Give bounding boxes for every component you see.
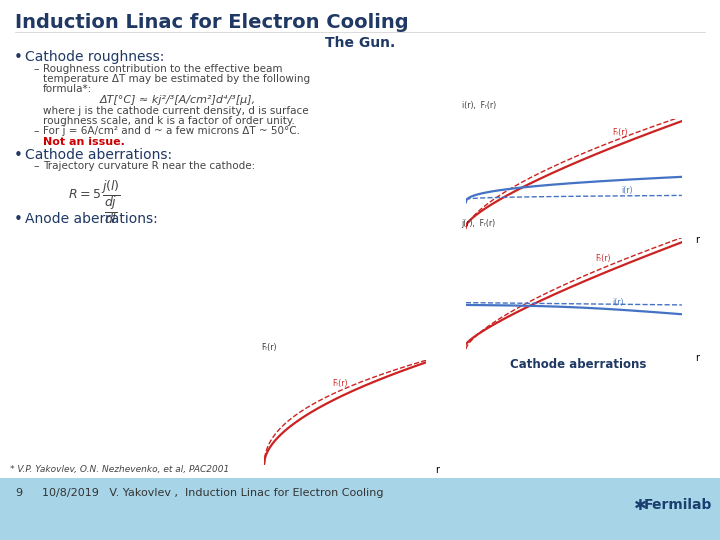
Bar (0, 478, 720, 540)
Text: $R = 5\,\dfrac{j(l)}{\left.\dfrac{dj}{dl}\right.}$: $R = 5\,\dfrac{j(l)}{\left.\dfrac{dj}{dl… (68, 178, 121, 226)
Text: j(r),  Fᵣ(r): j(r), Fᵣ(r) (462, 219, 495, 228)
Text: r: r (695, 234, 699, 245)
Text: –: – (33, 161, 39, 171)
Text: Fᵣ(r): Fᵣ(r) (261, 343, 276, 352)
Text: Roughness contribution to the effective beam: Roughness contribution to the effective … (43, 64, 282, 74)
Text: Cathode aberrations:: Cathode aberrations: (25, 148, 172, 162)
Text: Cathode aberrations: Cathode aberrations (510, 358, 646, 371)
Text: 10/8/2019   V. Yakovlev ,  Induction Linac for Electron Cooling: 10/8/2019 V. Yakovlev , Induction Linac … (42, 488, 384, 498)
Text: •: • (14, 212, 23, 227)
Text: Anode aberrations:: Anode aberrations: (25, 212, 158, 226)
Text: temperature ΔT may be estimated by the following: temperature ΔT may be estimated by the f… (43, 74, 310, 84)
Text: Cathode roughness:: Cathode roughness: (25, 50, 164, 64)
Text: Trajectory curvature R near the cathode:: Trajectory curvature R near the cathode: (43, 161, 256, 171)
Text: ΔT[°C] ≈ kj²/³[A/cm²]d⁴/³[μ],: ΔT[°C] ≈ kj²/³[A/cm²]d⁴/³[μ], (100, 95, 256, 105)
Text: Fᵣ(r): Fᵣ(r) (332, 379, 348, 388)
Text: ✱: ✱ (634, 497, 647, 512)
Text: formula*:: formula*: (43, 84, 92, 94)
Text: i(r): i(r) (621, 186, 633, 195)
Text: Fermilab: Fermilab (644, 498, 712, 512)
Text: For j = 6A/cm² and d ~ a few microns ΔT ~ 50°C.: For j = 6A/cm² and d ~ a few microns ΔT … (43, 126, 300, 136)
Text: 9: 9 (15, 488, 22, 498)
Text: i(r): i(r) (613, 298, 624, 307)
Text: Fᵣ(r): Fᵣ(r) (613, 128, 629, 137)
Text: Fᵣ(r): Fᵣ(r) (595, 254, 611, 263)
Text: The Gun.: The Gun. (325, 36, 395, 50)
Text: Induction Linac for Electron Cooling: Induction Linac for Electron Cooling (15, 13, 409, 32)
Text: where j is the cathode current density, d is surface: where j is the cathode current density, … (43, 106, 309, 116)
Text: roughness scale, and k is a factor of order unity.: roughness scale, and k is a factor of or… (43, 116, 295, 126)
Text: –: – (33, 126, 39, 136)
Text: –: – (33, 64, 39, 74)
Text: r: r (695, 353, 699, 363)
Text: •: • (14, 148, 23, 163)
Text: •: • (14, 50, 23, 65)
Text: Not an issue.: Not an issue. (43, 137, 125, 147)
Text: r: r (436, 465, 440, 475)
Text: i(r),  Fᵣ(r): i(r), Fᵣ(r) (462, 100, 495, 110)
Text: * V.P. Yakovlev, O.N. Nezhevenko, et al, PAC2001: * V.P. Yakovlev, O.N. Nezhevenko, et al,… (10, 465, 229, 474)
